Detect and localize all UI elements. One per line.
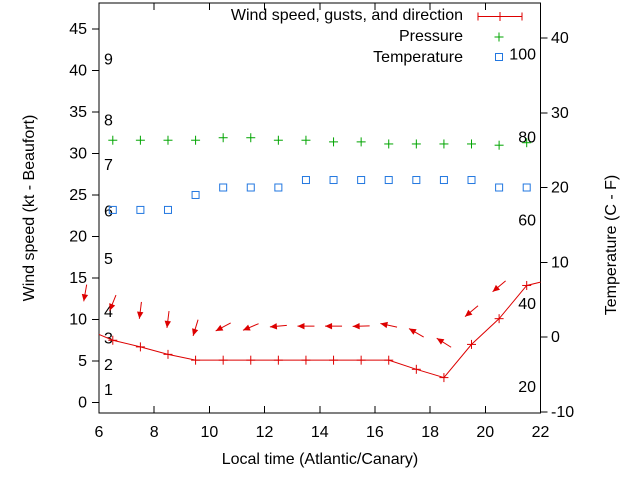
temperature-point-marker: [274, 183, 283, 192]
x-tick-label: 8: [150, 424, 159, 441]
temperature-point-marker: [412, 176, 421, 185]
temperature-point-marker: [357, 176, 366, 185]
legend-label-pressure: Pressure: [398, 28, 463, 45]
gust-direction-arrowhead: [81, 293, 89, 302]
temperature-point-marker: [439, 176, 448, 185]
y-left-tick-label: 25: [69, 187, 87, 204]
temperature-point-marker: [329, 176, 338, 185]
x-tick-label: 12: [256, 424, 274, 441]
legend-marker-pressure-plus: [494, 32, 504, 42]
beaufort-label: 7: [104, 157, 113, 174]
gust-direction-arrowhead: [325, 322, 333, 330]
fahrenheit-label: 60: [518, 213, 536, 230]
y-left-tick-label: 30: [69, 146, 87, 163]
fahrenheit-label: 40: [518, 296, 536, 313]
gust-direction-arrowhead: [109, 303, 116, 311]
legend-label-temperature: Temperature: [373, 49, 463, 66]
beaufort-label: 3: [104, 331, 113, 348]
temperature-point-marker: [495, 183, 504, 192]
y-right-tick-label: 0: [551, 329, 560, 346]
x-tick-label: 18: [421, 424, 439, 441]
beaufort-label: 6: [104, 204, 113, 221]
y-left-tick-label: 0: [78, 395, 87, 412]
fahrenheit-label: 20: [518, 379, 536, 396]
x-tick-label: 16: [366, 424, 384, 441]
gust-direction-arrowhead: [380, 321, 388, 329]
temperature-point-marker: [301, 176, 310, 185]
beaufort-label: 2: [104, 357, 113, 374]
y-left-tick-label: 35: [69, 104, 87, 121]
legend-marker-temperature-square: [495, 53, 503, 61]
x-tick-label: 14: [311, 424, 329, 441]
legend-item-pressure: Pressure: [0, 26, 463, 47]
x-tick-label: 20: [476, 424, 494, 441]
temperature-point-marker: [108, 205, 117, 214]
temperature-point-marker: [246, 183, 255, 192]
gust-direction-arrowhead: [297, 322, 305, 330]
x-axis-title: Local time (Atlantic/Canary): [221, 451, 419, 468]
beaufort-label: 1: [104, 382, 113, 399]
beaufort-label: 8: [104, 112, 113, 129]
gust-direction-arrowhead: [215, 324, 224, 331]
gust-direction-arrowhead: [137, 311, 144, 319]
temperature-point-marker: [191, 190, 200, 199]
beaufort-label: 5: [104, 251, 113, 268]
y-right-tick-label: 20: [551, 180, 569, 197]
y-left-tick-label: 10: [69, 312, 87, 329]
y-right-tick-label: 40: [551, 30, 569, 47]
gust-direction-arrowhead: [408, 328, 417, 335]
gust-direction-arrowhead: [465, 309, 473, 317]
gust-direction-arrowhead: [492, 284, 501, 292]
gust-direction-arrowhead: [352, 322, 360, 330]
gust-direction-arrowhead: [269, 323, 278, 330]
wind-series-line: [98, 281, 541, 379]
y-right-tick-label: -10: [551, 404, 574, 421]
x-tick-label: 10: [200, 424, 218, 441]
temperature-point-marker: [467, 176, 476, 185]
y-left-tick-label: 15: [69, 270, 87, 287]
temperature-point-marker: [219, 183, 228, 192]
y-left-tick-label: 5: [78, 353, 87, 370]
legend-item-temperature: Temperature: [0, 47, 463, 68]
y-left-axis-title: Wind speed (kt - Beaufort): [21, 114, 38, 302]
legend-item-wind: Wind speed, gusts, and direction: [0, 5, 463, 26]
y-right-axis-title: Temperature (C - F): [603, 174, 620, 316]
legend-marker-wind-sample: [477, 12, 523, 21]
y-left-tick-label: 40: [69, 63, 87, 80]
x-tick-label: 6: [95, 424, 104, 441]
legend-label-wind: Wind speed, gusts, and direction: [230, 7, 463, 24]
temperature-point-marker: [522, 183, 531, 192]
beaufort-label: 4: [104, 304, 113, 321]
temperature-point-marker: [384, 176, 393, 185]
gust-direction-arrowhead: [436, 338, 445, 345]
fahrenheit-label: 100: [509, 47, 536, 64]
y-left-tick-label: 45: [69, 21, 87, 38]
temperature-point-marker: [136, 205, 145, 214]
gust-direction-arrowhead: [192, 328, 199, 336]
gust-direction-arrowhead: [164, 320, 171, 328]
y-right-tick-label: 30: [551, 105, 569, 122]
beaufort-label: 9: [104, 52, 113, 69]
y-left-tick-label: 20: [69, 229, 87, 246]
gust-direction-arrowhead: [242, 324, 251, 331]
temperature-point-marker: [163, 205, 172, 214]
x-tick-label: 22: [532, 424, 550, 441]
y-right-tick-label: 10: [551, 254, 569, 271]
